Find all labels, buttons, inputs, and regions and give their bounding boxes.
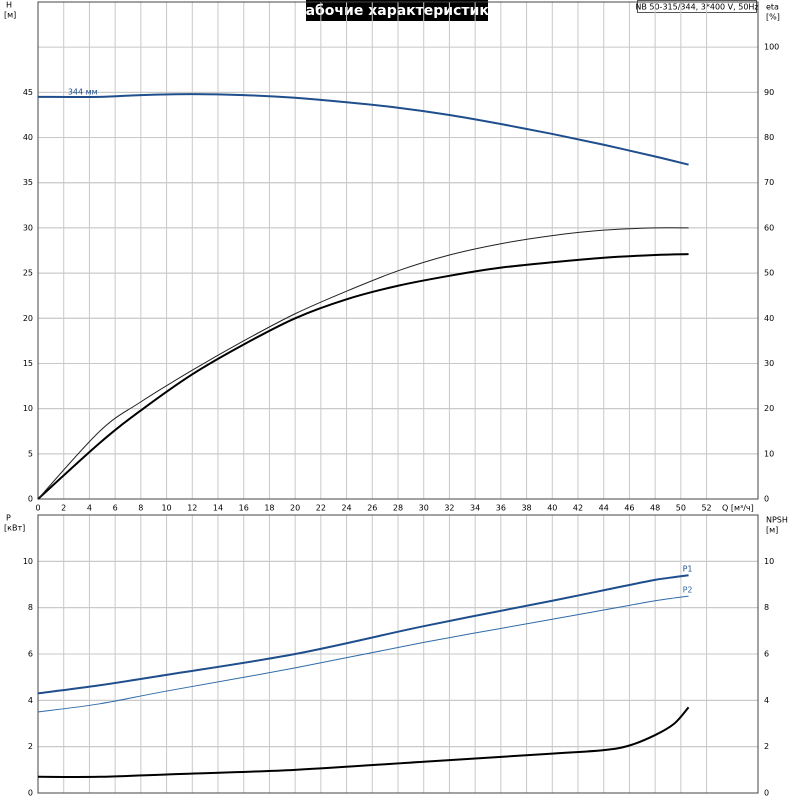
y-tick-label: 10: [23, 404, 33, 413]
y2-tick-label: 0: [764, 495, 769, 504]
y2-tick-label: 20: [764, 404, 774, 413]
y-tick-label: 15: [23, 359, 33, 368]
curve-label: 344 мм: [68, 87, 98, 96]
y2-axis-label: eta: [766, 3, 779, 12]
model-label: NB 50-315/344, 3*400 V, 50Hz: [635, 3, 758, 12]
y2-tick-label: 70: [764, 178, 774, 187]
y-tick-label: 45: [23, 88, 33, 97]
curve: [37, 706, 690, 778]
curve: [37, 227, 689, 500]
y2-tick-label: 10: [764, 557, 774, 566]
x-tick-label: 6: [113, 504, 118, 513]
y2-tick-label: 2: [764, 742, 769, 751]
x-tick-label: 24: [341, 504, 351, 513]
x-tick-label: 38: [521, 504, 531, 513]
y2-axis-label: NPSH: [766, 516, 788, 525]
curve-label: P1: [683, 565, 693, 574]
x-tick-label: 32: [444, 504, 454, 513]
y-tick-label: 4: [28, 696, 33, 705]
y-tick-label: 0: [28, 789, 33, 798]
y-axis-unit: [м]: [4, 11, 16, 20]
y-tick-label: 10: [23, 557, 33, 566]
y2-tick-label: 60: [764, 223, 774, 232]
y-tick-label: 35: [23, 178, 33, 187]
curve: [37, 595, 689, 713]
title-box: [306, 0, 488, 21]
model-box: [637, 0, 757, 13]
x-tick-label: 44: [599, 504, 609, 513]
x-tick-label: 16: [239, 504, 249, 513]
y2-tick-label: 100: [764, 43, 779, 52]
curve-label: P2: [683, 586, 693, 595]
x-tick-label: 18: [264, 504, 274, 513]
y-axis-label: H: [6, 1, 12, 10]
y2-axis-unit: [%]: [766, 13, 780, 22]
y2-tick-label: 10: [764, 449, 774, 458]
x-tick-label: 22: [316, 504, 326, 513]
y-tick-label: 6: [28, 650, 33, 659]
x-tick-label: 2: [61, 504, 66, 513]
y-tick-label: 2: [28, 742, 33, 751]
curve: [37, 574, 689, 695]
y-tick-label: 0: [28, 495, 33, 504]
x-tick-label: 26: [367, 504, 377, 513]
y-axis-label: P: [6, 514, 11, 523]
y-tick-label: 20: [23, 314, 33, 323]
x-tick-label: 30: [419, 504, 429, 513]
x-tick-label: 34: [470, 504, 480, 513]
x-tick-label: 48: [650, 504, 660, 513]
x-tick-label: 0: [35, 504, 40, 513]
x-tick-label: 12: [187, 504, 197, 513]
y2-tick-label: 8: [764, 603, 769, 612]
x-tick-label: 50: [676, 504, 686, 513]
curve: [37, 253, 689, 500]
plot-frame: [37, 514, 759, 794]
y2-tick-label: 80: [764, 133, 774, 142]
y-tick-label: 5: [28, 449, 33, 458]
y-tick-label: 40: [23, 133, 33, 142]
y2-tick-label: 6: [764, 650, 769, 659]
x-tick-label: 20: [290, 504, 300, 513]
y2-tick-label: 0: [764, 789, 769, 798]
y2-tick-label: 50: [764, 269, 774, 278]
x-tick-label: 10: [161, 504, 171, 513]
x-tick-label: 14: [213, 504, 223, 513]
y2-tick-label: 90: [764, 88, 774, 97]
x-tick-label: 8: [138, 504, 143, 513]
y-tick-label: 8: [28, 603, 33, 612]
x-tick-label: 40: [547, 504, 557, 513]
y-axis-unit: [кВт]: [4, 524, 25, 533]
x-tick-label: 46: [624, 504, 634, 513]
x-tick-label: 42: [573, 504, 583, 513]
x-axis-label: Q [м³/ч]: [722, 504, 754, 513]
y2-tick-label: 4: [764, 696, 769, 705]
x-tick-label: 4: [87, 504, 92, 513]
y-tick-label: 25: [23, 269, 33, 278]
x-tick-label: 28: [393, 504, 403, 513]
chart-title: Рабочие характеристики: [295, 3, 498, 19]
x-tick-label: 36: [496, 504, 506, 513]
y2-tick-label: 40: [764, 314, 774, 323]
y2-axis-unit: [м]: [766, 526, 778, 535]
y-tick-label: 30: [23, 223, 33, 232]
curve: [37, 93, 689, 166]
x-tick-label: 52: [701, 504, 711, 513]
plot-frame: [37, 1, 759, 500]
y2-tick-label: 30: [764, 359, 774, 368]
